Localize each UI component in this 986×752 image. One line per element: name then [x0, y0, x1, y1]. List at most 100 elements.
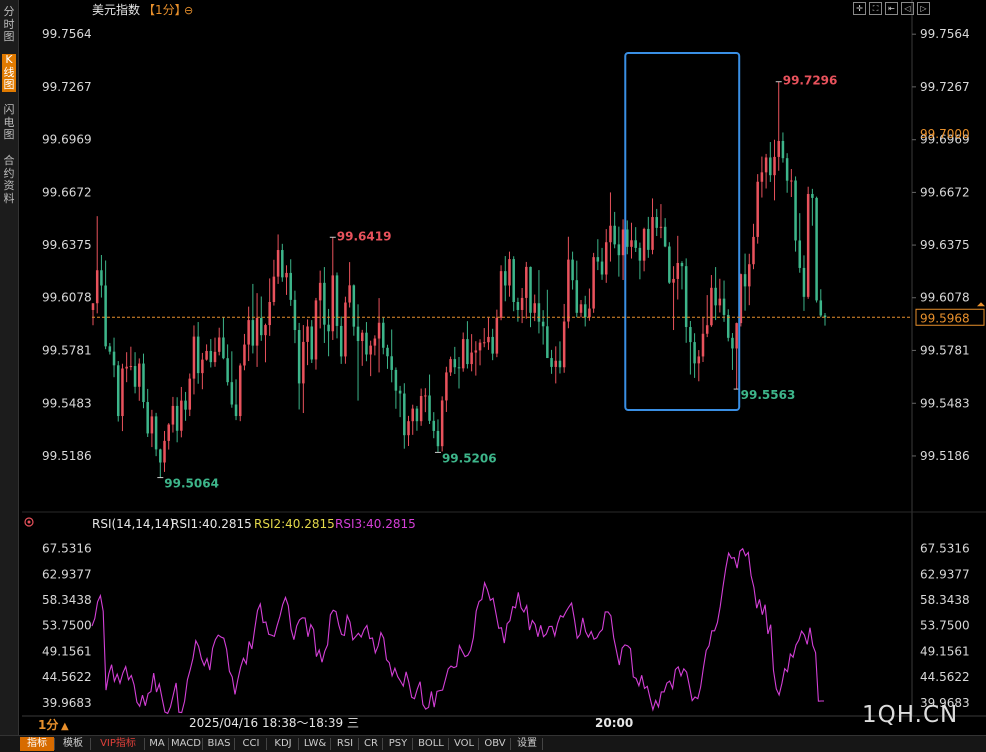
candle-body	[138, 363, 141, 387]
indicator-button-6[interactable]: CCI	[242, 738, 260, 749]
candle-body	[314, 300, 318, 360]
candle	[382, 317, 385, 355]
candle-body	[537, 303, 541, 322]
candle-body	[693, 342, 696, 364]
rsi-tick-left: 62.9377	[42, 567, 92, 581]
rsi-tick-left: 67.5316	[42, 542, 92, 556]
candle-body	[474, 350, 478, 353]
candle-body	[508, 259, 511, 286]
candle-body	[230, 382, 234, 405]
candle-body	[647, 228, 650, 250]
first-icon[interactable]: ⇤	[885, 2, 898, 15]
sidebar-item-0[interactable]: 分时图	[3, 5, 15, 43]
candle	[482, 328, 486, 348]
candle	[634, 227, 637, 252]
period-indicator[interactable]: 1分	[38, 717, 58, 732]
candle	[251, 283, 255, 354]
chart-title: 美元指数	[92, 2, 140, 17]
candle-body	[710, 287, 713, 326]
candle	[769, 142, 772, 182]
annotation-label: 99.6419	[337, 229, 392, 243]
candle	[550, 349, 553, 374]
candle-body	[108, 346, 112, 352]
indicator-button-7[interactable]: KDJ	[274, 738, 292, 749]
candle	[398, 385, 402, 418]
candle-body	[159, 449, 162, 463]
indicator-button-8[interactable]: LW&	[303, 738, 327, 749]
candle	[596, 239, 600, 271]
rsi-settings-icon[interactable]	[24, 517, 34, 527]
candle-body	[243, 344, 246, 366]
candle-body	[226, 358, 229, 383]
candle	[192, 325, 196, 395]
indicator-button-15[interactable]: 设置	[517, 738, 537, 749]
indicator-button-3[interactable]: MA	[149, 738, 165, 749]
candle	[112, 337, 116, 378]
candle-body	[571, 259, 574, 281]
candle-body	[592, 257, 595, 309]
indicator-button-9[interactable]: RSI	[336, 738, 354, 749]
candle-body	[764, 157, 768, 173]
indicator-button-12[interactable]: BOLL	[418, 738, 444, 749]
candle	[508, 251, 511, 297]
candle-body	[634, 240, 637, 248]
indicator-button-14[interactable]: OBV	[484, 738, 506, 749]
crosshair-icon[interactable]: ✛	[853, 2, 866, 15]
toolbar-separator	[448, 738, 449, 750]
indicator-button-13[interactable]: VOL	[453, 738, 475, 749]
prev-icon[interactable]: ◁	[901, 2, 914, 15]
rsi-tick-left: 53.7500	[42, 619, 92, 633]
candle	[722, 280, 726, 322]
chart-area[interactable]: 99.7564 99.7564 99.7267 99.7267 99.6969 99.69…	[0, 0, 986, 735]
candle	[453, 346, 457, 375]
candle-body	[192, 336, 196, 379]
candle	[541, 310, 545, 345]
candle	[659, 204, 663, 239]
candle-body	[819, 300, 823, 316]
indicator-button-1[interactable]: 模板	[63, 738, 83, 749]
candle-body	[175, 405, 179, 431]
candle-body	[142, 363, 145, 403]
candle	[331, 237, 335, 340]
candle	[748, 253, 751, 306]
sidebar-item-1[interactable]: K线图	[2, 53, 16, 92]
candle	[133, 352, 137, 394]
candle-body	[344, 302, 347, 357]
candle	[318, 270, 322, 329]
candle-body	[461, 339, 465, 369]
candle	[583, 295, 587, 327]
indicator-button-2[interactable]: VIP指标	[100, 738, 136, 749]
candle-body	[680, 262, 684, 267]
period-label[interactable]: 【1分】	[143, 3, 187, 17]
indicator-button-4[interactable]: MACD	[171, 738, 201, 749]
candle-body	[781, 140, 785, 159]
toolbar-separator	[54, 738, 55, 750]
next-icon[interactable]: ▷	[917, 2, 930, 15]
sidebar-item-2[interactable]: 闪电图	[3, 103, 15, 141]
sub-chart-icon[interactable]: ⊖	[184, 4, 193, 17]
period-arrow-icon[interactable]: ▲	[61, 721, 69, 732]
candle	[104, 260, 107, 350]
fit-icon[interactable]: ⛶	[869, 2, 882, 15]
toolbar-separator	[382, 738, 383, 750]
candle-body	[659, 226, 663, 228]
candle-body	[689, 327, 692, 343]
candle	[436, 419, 440, 453]
candle	[339, 316, 343, 364]
indicator-button-0[interactable]: 指标	[20, 737, 54, 751]
price-tick-right: 99.6672	[920, 185, 970, 199]
sidebar-item-3[interactable]: 合约资料	[3, 154, 15, 205]
current-price-tag-box	[915, 308, 985, 326]
watermark: 1QH.CN	[862, 702, 959, 728]
indicator-button-10[interactable]: CR	[364, 738, 378, 749]
rsi-tick-left: 58.3438	[42, 593, 92, 607]
indicator-button-11[interactable]: PSY	[388, 738, 408, 749]
indicator-button-5[interactable]: BIAS	[207, 738, 231, 749]
candle	[91, 303, 95, 326]
candle	[647, 216, 650, 258]
candle-body	[440, 400, 444, 447]
candle-body	[428, 395, 431, 421]
candle-body	[285, 272, 288, 278]
candle	[226, 344, 229, 386]
candle	[815, 196, 818, 303]
